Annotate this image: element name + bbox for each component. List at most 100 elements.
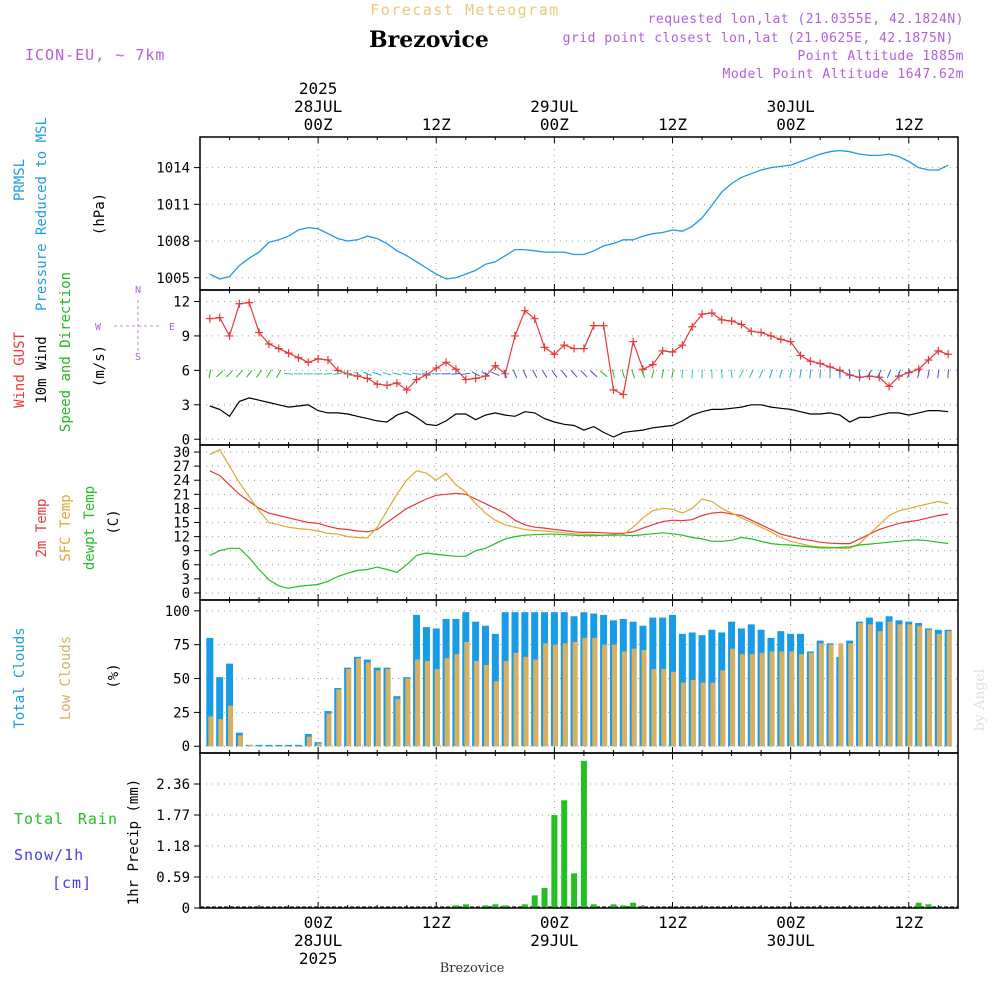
wind-panel: 0 3 6 9 12 — [173, 290, 958, 448]
compass-cross — [114, 300, 162, 352]
low-cloud-bar — [523, 656, 529, 747]
wind-arrow — [451, 372, 461, 375]
precip-ytick-label: 0 — [182, 901, 190, 917]
precip-ytick-label: 2.36 — [156, 777, 190, 793]
wind-arrow — [758, 369, 764, 379]
gust-marker — [333, 366, 342, 375]
wind-arrow — [640, 369, 646, 379]
compass-w: W — [95, 322, 102, 333]
low-cloud-bar — [503, 660, 509, 747]
low-cloud-bar — [720, 670, 726, 747]
low-clouds-label: Low Clouds — [58, 636, 74, 720]
total-cloud-bar — [294, 744, 302, 747]
prmsl-ytick-label: 1014 — [156, 161, 190, 177]
temperature-ytick-label: 12 — [173, 530, 190, 546]
low-cloud-bar — [651, 669, 657, 747]
wind-arrow — [681, 369, 684, 379]
total-cloud-bar — [206, 637, 214, 747]
temperature-ytick-label: 18 — [173, 501, 190, 517]
low-cloud-bar — [749, 654, 755, 747]
wind-arrow — [421, 373, 431, 375]
wind-ytick-label: 12 — [173, 294, 190, 310]
low-cloud-bar — [277, 746, 283, 747]
wind-arrow — [343, 371, 352, 377]
low-cloud-bar — [513, 652, 519, 747]
wind-arrow — [561, 369, 568, 378]
wind-arrow — [481, 371, 490, 377]
gust-marker — [471, 374, 480, 383]
top-time-label: 30JUL — [767, 97, 815, 116]
gust-marker — [648, 360, 657, 369]
gust-marker — [294, 353, 303, 362]
low-cloud-bar — [602, 644, 608, 747]
wind-arrow — [848, 369, 851, 379]
gust-marker — [609, 385, 618, 394]
low-cloud-bar — [582, 637, 588, 747]
low-cloud-bar — [759, 652, 765, 747]
wind-arrow — [896, 369, 901, 379]
rain-bar — [492, 904, 499, 908]
low-cloud-bar — [306, 736, 312, 747]
low-cloud-bar — [474, 660, 480, 747]
wind-arrow — [382, 372, 392, 376]
precip-ytick-label: 1.77 — [156, 808, 190, 824]
bottom-time-label: 12Z — [658, 913, 687, 932]
wind-arrow — [858, 369, 861, 379]
temperature-ytick-label: 27 — [173, 459, 190, 475]
low-cloud-bar — [543, 643, 549, 747]
low-cloud-bar — [296, 746, 302, 747]
low-cloud-bar — [208, 716, 214, 747]
wind-arrow — [333, 372, 343, 376]
low-cloud-bar — [483, 664, 489, 747]
wind-arrow — [284, 372, 294, 375]
gust-marker — [383, 381, 392, 390]
low-cloud-bar — [730, 648, 736, 747]
compass-s: S — [135, 352, 141, 363]
rain-bar — [561, 800, 568, 908]
wind10-line — [209, 397, 949, 438]
panel-frame — [199, 599, 959, 754]
low-cloud-bar — [818, 643, 824, 747]
rain-bar — [915, 902, 922, 908]
low-cloud-bar — [572, 641, 578, 747]
low-cloud-bar — [287, 746, 293, 747]
wind-arrow — [730, 369, 733, 379]
low-cloud-bar — [690, 679, 696, 747]
compass-e: E — [169, 322, 175, 333]
gust-marker — [225, 331, 234, 340]
low-cloud-bar — [671, 671, 677, 747]
wind-arrow — [353, 371, 362, 377]
dewpt-label: dewpt Temp — [82, 486, 98, 570]
temperature-ytick-label: 6 — [182, 558, 190, 574]
wind-arrow — [876, 369, 882, 379]
rain-label: Rain — [78, 810, 118, 828]
compass-n: N — [135, 285, 141, 296]
gust-marker — [757, 328, 766, 337]
panel-frame — [199, 752, 959, 909]
low-cloud-bar — [562, 643, 568, 747]
bottom-time-label: 2025 — [299, 949, 338, 968]
low-cloud-bar — [789, 651, 795, 747]
bottom-time-label: 00Z — [304, 913, 333, 932]
rain-bar — [452, 905, 459, 908]
low-cloud-bar — [218, 719, 224, 747]
prmsl-ytick-label: 1011 — [156, 197, 190, 213]
gust-marker — [530, 314, 539, 323]
rain-bar — [502, 905, 509, 908]
gust-marker — [432, 364, 441, 373]
wind-arrow — [720, 369, 723, 379]
temp2m-line — [209, 470, 949, 545]
wind-arrow — [461, 372, 471, 375]
low-cloud-bar — [552, 644, 558, 747]
wind-arrow — [748, 369, 754, 379]
low-cloud-bar — [631, 648, 637, 747]
low-cloud-bar — [611, 644, 617, 747]
low-cloud-bar — [621, 651, 627, 747]
gust-marker — [944, 350, 953, 359]
gridpoint-coords: grid point closest lon,lat (21.0625E, 42… — [563, 31, 954, 46]
total-cloud-bar — [265, 744, 273, 747]
gust-marker — [688, 322, 697, 331]
wind-ytick-label: 0 — [182, 432, 190, 448]
low-cloud-bar — [424, 660, 430, 747]
gust-marker — [284, 349, 293, 358]
